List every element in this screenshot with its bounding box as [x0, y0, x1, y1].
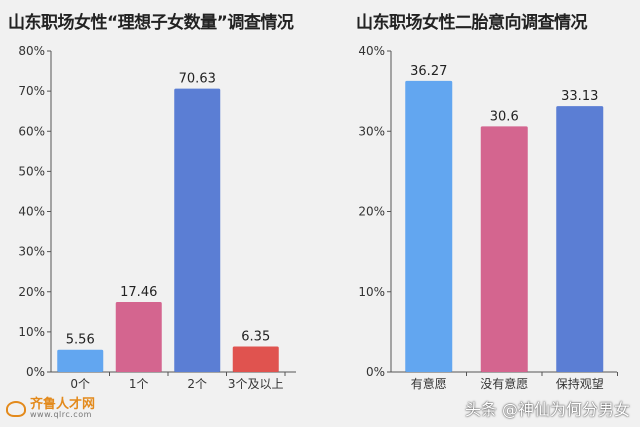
left-y-tick-label: 60% — [18, 124, 45, 138]
left-bar — [232, 346, 279, 372]
left-y-tick-label: 30% — [18, 245, 45, 259]
right-y-tick-label: 20% — [358, 205, 385, 219]
right-y-tick-label: 40% — [358, 44, 385, 58]
left-bar-value-label: 17.46 — [120, 285, 157, 300]
qlrc-logo: 齐鲁人才网 www.qlrc.com — [6, 398, 95, 419]
right-y-tick-label: 30% — [358, 124, 385, 138]
left-y-tick-label: 40% — [18, 205, 45, 219]
left-y-tick-label: 80% — [18, 44, 45, 58]
left-y-tick-label: 20% — [18, 285, 45, 299]
left-category-label: 0个 — [70, 377, 90, 391]
left-y-tick-label: 70% — [18, 84, 45, 98]
right-chart-title: 山东职场女性二胎意向调查情况 — [356, 13, 588, 33]
right-y-tick-label: 0% — [366, 365, 385, 379]
source-watermark: 头条 @神仙为何分男女 — [464, 400, 630, 419]
left-category-label: 1个 — [129, 377, 149, 391]
left-bar-value-label: 6.35 — [241, 330, 270, 345]
right-bar — [556, 106, 604, 373]
right-bar-value-label: 36.27 — [410, 64, 447, 79]
right-bar-value-label: 30.6 — [490, 109, 519, 124]
left-bar — [115, 301, 162, 372]
left-category-label: 3个及以上 — [228, 377, 284, 391]
right-bar-value-label: 33.13 — [561, 89, 598, 104]
left-chart-title: 山东职场女性“理想子女数量”调查情况 — [8, 13, 294, 33]
left-bar — [174, 88, 221, 373]
left-y-tick-label: 10% — [18, 325, 45, 339]
right-y-tick-label: 10% — [358, 285, 385, 299]
left-y-tick-label: 0% — [26, 365, 45, 379]
right-bar — [405, 80, 453, 372]
frog-logo-icon — [6, 400, 26, 417]
right-bar — [480, 126, 528, 372]
left-bar — [57, 349, 104, 372]
logo-url: www.qlrc.com — [30, 410, 92, 419]
right-category-label: 没有意愿 — [480, 376, 528, 391]
logo-name: 齐鲁人才网 — [30, 397, 96, 412]
left-bar-value-label: 5.56 — [66, 333, 95, 348]
left-category-label: 2个 — [187, 377, 207, 391]
left-bar-value-label: 70.63 — [179, 72, 216, 87]
right-category-label: 保持观望 — [556, 376, 604, 391]
left-y-tick-label: 50% — [18, 164, 45, 178]
right-category-label: 有意愿 — [411, 376, 447, 391]
